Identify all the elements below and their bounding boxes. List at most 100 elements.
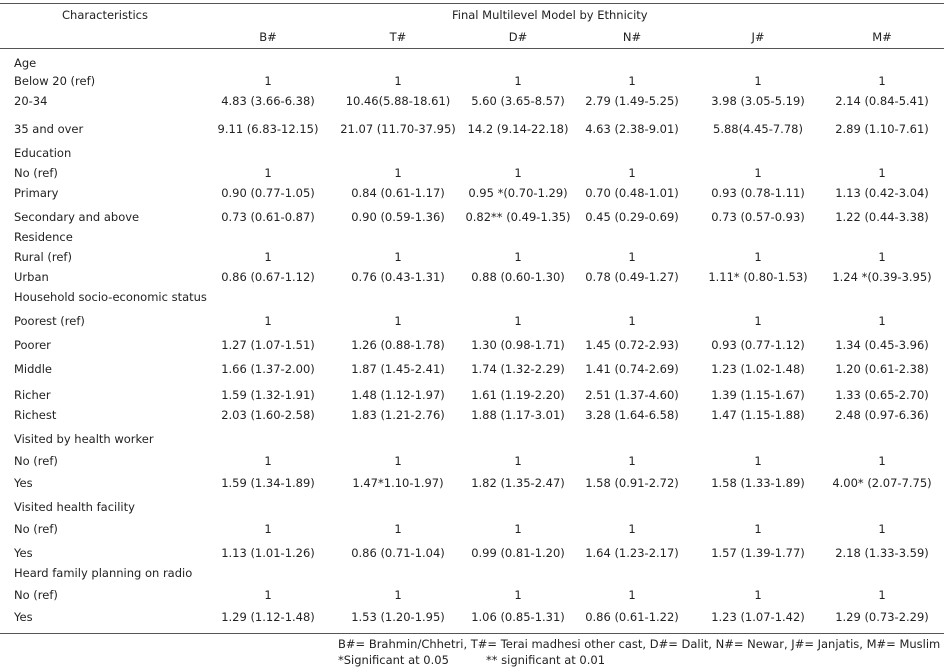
table-cell: 1.87 (1.45-2.41) bbox=[351, 362, 445, 376]
table-cell: 1.48 (1.12-1.97) bbox=[351, 388, 445, 402]
row-label: Yes bbox=[14, 476, 33, 490]
row-label: No (ref) bbox=[14, 522, 58, 536]
table-cell: 2.03 (1.60-2.58) bbox=[221, 408, 315, 422]
table-cell: 2.18 (1.33-3.59) bbox=[835, 546, 929, 560]
row-label: Poorest (ref) bbox=[14, 314, 85, 328]
table-cell: 2.51 (1.37-4.60) bbox=[585, 388, 679, 402]
table-cell: 1 bbox=[878, 314, 886, 328]
table-cell: 10.46(5.88-18.61) bbox=[345, 94, 451, 108]
table-cell: 0.76 (0.43-1.31) bbox=[351, 270, 445, 284]
table-cell: 14.2 (9.14-22.18) bbox=[467, 122, 569, 136]
section-heading: Heard family planning on radio bbox=[14, 566, 193, 580]
table-cell: 3.98 (3.05-5.19) bbox=[711, 94, 805, 108]
row-label: Primary bbox=[14, 186, 59, 200]
table-cell: 1.47 (1.15-1.88) bbox=[711, 408, 805, 422]
table-cell: 1 bbox=[394, 454, 402, 468]
table-cell: 0.99 (0.81-1.20) bbox=[471, 546, 565, 560]
table-cell: 1 bbox=[754, 74, 762, 88]
table-cell: 1 bbox=[264, 166, 272, 180]
row-label: No (ref) bbox=[14, 166, 58, 180]
footnote-sig-05: *Significant at 0.05 bbox=[338, 653, 449, 667]
table-cell: 1.29 (0.73-2.29) bbox=[835, 610, 929, 624]
table-cell: 1 bbox=[514, 74, 522, 88]
table-cell: 0.90 (0.59-1.36) bbox=[351, 210, 445, 224]
table-cell: 1 bbox=[878, 588, 886, 602]
table-cell: 3.28 (1.64-6.58) bbox=[585, 408, 679, 422]
table-cell: 1 bbox=[394, 250, 402, 264]
row-label: Urban bbox=[14, 270, 49, 284]
column-header: J# bbox=[751, 30, 765, 44]
table-cell: 1 bbox=[878, 522, 886, 536]
table-cell: 0.84 (0.61-1.17) bbox=[351, 186, 445, 200]
section-heading: Visited by health worker bbox=[14, 432, 154, 446]
table-cell: 1 bbox=[264, 588, 272, 602]
table-cell: 2.89 (1.10-7.61) bbox=[835, 122, 929, 136]
table-cell: 1.27 (1.07-1.51) bbox=[221, 338, 315, 352]
table-cell: 1 bbox=[754, 250, 762, 264]
table-cell: 1.45 (0.72-2.93) bbox=[585, 338, 679, 352]
table-cell: 1.24 *(0.39-3.95) bbox=[832, 270, 932, 284]
table-cell: 1.13 (0.42-3.04) bbox=[835, 186, 929, 200]
table-cell: 1 bbox=[264, 314, 272, 328]
table-cell: 1.82 (1.35-2.47) bbox=[471, 476, 565, 490]
row-label: No (ref) bbox=[14, 588, 58, 602]
table-cell: 4.63 (2.38-9.01) bbox=[585, 122, 679, 136]
table-cell: 1.41 (0.74-2.69) bbox=[585, 362, 679, 376]
table-cell: 1.58 (0.91-2.72) bbox=[585, 476, 679, 490]
table-cell: 1.26 (0.88-1.78) bbox=[351, 338, 445, 352]
table-cell: 2.14 (0.84-5.41) bbox=[835, 94, 929, 108]
top-rule bbox=[0, 3, 944, 4]
column-header: T# bbox=[389, 30, 407, 44]
table-cell: 0.45 (0.29-0.69) bbox=[585, 210, 679, 224]
table-cell: 1 bbox=[514, 314, 522, 328]
table-cell: 9.11 (6.83-12.15) bbox=[217, 122, 319, 136]
table-cell: 1 bbox=[394, 166, 402, 180]
footnote-legend: B#= Brahmin/Chhetri, T#= Terai madhesi o… bbox=[338, 637, 941, 651]
table-cell: 1 bbox=[628, 522, 636, 536]
row-label: Below 20 (ref) bbox=[14, 74, 96, 88]
row-label: Rural (ref) bbox=[14, 250, 72, 264]
table-cell: 1 bbox=[514, 454, 522, 468]
table-cell: 1 bbox=[754, 588, 762, 602]
table-cell: 1 bbox=[628, 74, 636, 88]
table-cell: 1.23 (1.02-1.48) bbox=[711, 362, 805, 376]
row-label: Middle bbox=[14, 362, 52, 376]
table-cell: 1 bbox=[394, 522, 402, 536]
table-cell: 1 bbox=[878, 250, 886, 264]
table-cell: 4.00* (2.07-7.75) bbox=[832, 476, 932, 490]
table-cell: 1 bbox=[878, 454, 886, 468]
table-cell: 0.73 (0.57-0.93) bbox=[711, 210, 805, 224]
section-heading: Age bbox=[14, 56, 37, 70]
table-cell: 0.73 (0.61-0.87) bbox=[221, 210, 315, 224]
table-cell: 0.86 (0.71-1.04) bbox=[351, 546, 445, 560]
table-cell: 1.59 (1.34-1.89) bbox=[221, 476, 315, 490]
table-cell: 1.11* (0.80-1.53) bbox=[708, 270, 808, 284]
footnote-sig-01: ** significant at 0.01 bbox=[486, 653, 606, 667]
table-cell: 0.95 *(0.70-1.29) bbox=[468, 186, 568, 200]
table-cell: 1.74 (1.32-2.29) bbox=[471, 362, 565, 376]
table-cell: 0.93 (0.77-1.12) bbox=[711, 338, 805, 352]
row-label: Yes bbox=[14, 610, 33, 624]
table-cell: 1.61 (1.19-2.20) bbox=[471, 388, 565, 402]
table-cell: 1 bbox=[628, 314, 636, 328]
column-header: D# bbox=[508, 30, 528, 44]
table-cell: 5.60 (3.65-8.57) bbox=[471, 94, 565, 108]
table-cell: 1.22 (0.44-3.38) bbox=[835, 210, 929, 224]
row-label: No (ref) bbox=[14, 454, 58, 468]
table-cell: 1 bbox=[514, 166, 522, 180]
table-cell: 1.88 (1.17-3.01) bbox=[471, 408, 565, 422]
bottom-rule bbox=[0, 633, 944, 634]
table-cell: 0.86 (0.61-1.22) bbox=[585, 610, 679, 624]
section-heading: Visited health facility bbox=[14, 500, 135, 514]
table-cell: 0.88 (0.60-1.30) bbox=[471, 270, 565, 284]
table-cell: 1.83 (1.21-2.76) bbox=[351, 408, 445, 422]
table-cell: 1 bbox=[394, 74, 402, 88]
table-cell: 4.83 (3.66-6.38) bbox=[221, 94, 315, 108]
table-cell: 1 bbox=[628, 166, 636, 180]
table-cell: 1 bbox=[514, 588, 522, 602]
row-label: Richest bbox=[14, 408, 57, 422]
row-label: Secondary and above bbox=[14, 210, 140, 224]
table-cell: 21.07 (11.70-37.95) bbox=[340, 122, 456, 136]
table-cell: 1.39 (1.15-1.67) bbox=[711, 388, 805, 402]
row-label: 35 and over bbox=[14, 122, 84, 136]
